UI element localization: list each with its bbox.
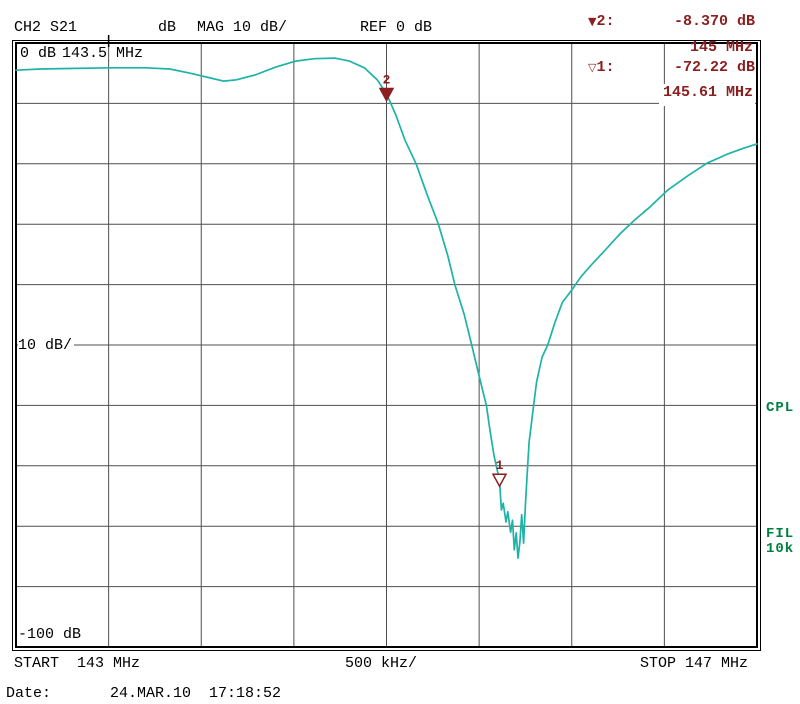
stop-frequency-label: STOP 147 MHz — [640, 655, 749, 672]
scale-per-div-label: 10 dB/ — [18, 337, 75, 354]
filter-status-label: FIL — [766, 526, 795, 542]
format-label: MAG 10 dB/ — [197, 19, 288, 36]
bottom-level-label: -100 dB — [18, 626, 82, 643]
marker1-hollow-triangle-icon: ▽ — [588, 61, 597, 74]
marker-1-symbol — [491, 473, 508, 488]
span-per-div-label: 500 kHz/ — [345, 655, 418, 672]
filter-bandwidth-label: 10k — [766, 541, 795, 557]
ref-level-label: REF 0 dB — [360, 19, 433, 36]
marker-2-label: 2 — [383, 73, 391, 88]
channel-trace-label: CH2 S21 — [14, 19, 78, 36]
marker-2-symbol — [378, 87, 395, 103]
marker2-value: -8.370 dB — [673, 13, 755, 30]
marker1-frequency: 145.61 MHz — [658, 84, 755, 106]
ref-frequency-value: 143.5 MHz — [62, 45, 144, 62]
coupling-status-label: CPL — [766, 400, 795, 416]
marker2-id: ▼2: — [588, 13, 615, 30]
trace-s21 — [15, 57, 758, 560]
marker1-id: ▽1: — [588, 59, 615, 76]
marker2-readout-row: ▼2: -8.370 dB — [588, 14, 755, 29]
marker1-readout-row: ▽1: -72.22 dB — [588, 60, 755, 75]
marker-1-label: 1 — [496, 458, 504, 473]
ref-level-value: 0 dB — [20, 45, 57, 62]
marker2-frequency: 145 MHz — [689, 39, 753, 56]
start-frequency-label: START 143 MHz — [14, 655, 141, 672]
unit-label: dB — [158, 19, 177, 36]
graticule-inner-frame — [15, 42, 758, 648]
marker2-filled-triangle-icon: ▼ — [588, 15, 597, 28]
graticule-outer-frame — [12, 40, 761, 651]
date-value: 24.MAR.10 17:18:52 — [110, 685, 282, 702]
date-label: Date: — [6, 685, 52, 702]
marker1-value: -72.22 dB — [673, 59, 755, 76]
